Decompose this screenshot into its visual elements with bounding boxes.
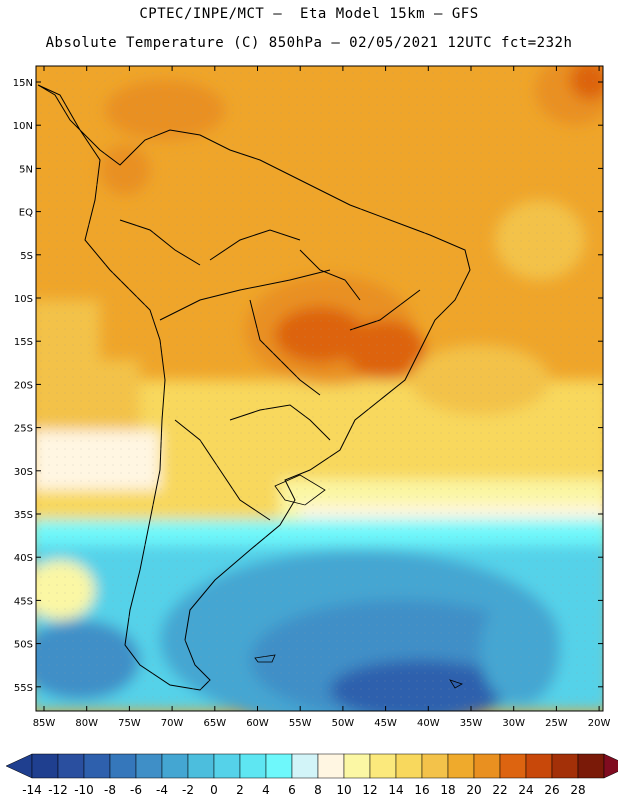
legend-label: 14 bbox=[388, 783, 403, 797]
legend-swatch bbox=[239, 753, 267, 779]
legend-swatch bbox=[369, 753, 397, 779]
legend-arrow-low bbox=[5, 753, 33, 779]
legend-swatch bbox=[551, 753, 579, 779]
temperature-field bbox=[36, 66, 603, 711]
legend-label: 16 bbox=[414, 783, 429, 797]
lat-tick-label: 40S bbox=[14, 553, 33, 564]
legend-swatch bbox=[499, 753, 527, 779]
legend-label: -10 bbox=[74, 783, 94, 797]
lat-tick-label: 30S bbox=[14, 467, 33, 478]
lon-tick-label: 65W bbox=[203, 718, 226, 729]
lon-tick-label: 40W bbox=[417, 718, 440, 729]
legend-label: 22 bbox=[492, 783, 507, 797]
legend-swatch bbox=[395, 753, 423, 779]
legend-label: 26 bbox=[544, 783, 559, 797]
legend-swatch bbox=[473, 753, 501, 779]
chart-subtitle: Absolute Temperature (C) 850hPa – 02/05/… bbox=[45, 35, 573, 51]
lat-tick-label: 35S bbox=[14, 510, 33, 521]
lat-tick-label: 50S bbox=[14, 640, 33, 651]
lon-tick-label: 50W bbox=[332, 718, 355, 729]
lat-tick-label: 5N bbox=[19, 164, 33, 175]
lon-tick-label: 80W bbox=[75, 718, 98, 729]
lat-tick-label: 15N bbox=[13, 78, 33, 89]
legend-label: 6 bbox=[288, 783, 296, 797]
legend-label: 2 bbox=[236, 783, 244, 797]
legend-label: -12 bbox=[48, 783, 68, 797]
lon-tick-label: 85W bbox=[33, 718, 56, 729]
legend-label: 18 bbox=[440, 783, 455, 797]
map-frame bbox=[35, 65, 604, 712]
legend-label: 0 bbox=[210, 783, 218, 797]
lat-tick-label: 45S bbox=[14, 596, 33, 607]
legend-label: -8 bbox=[104, 783, 116, 797]
legend-label: 4 bbox=[262, 783, 270, 797]
lon-tick-label: 20W bbox=[588, 718, 611, 729]
latitude-axis: 15N 10N 5N EQ 5S 10S 15S 20S 25S 30S 35S 40S 45S 50S 5… bbox=[13, 78, 603, 694]
lat-tick-label: 20S bbox=[14, 380, 33, 391]
legend-label: 20 bbox=[466, 783, 481, 797]
legend-swatch bbox=[291, 753, 319, 779]
lat-tick-label: 10S bbox=[14, 294, 33, 305]
chart-title: CPTEC/INPE/MCT – Eta Model 15km – GFS bbox=[139, 6, 479, 22]
legend-swatch bbox=[317, 753, 345, 779]
lat-tick-label: 15S bbox=[14, 337, 33, 348]
legend-swatch bbox=[187, 753, 215, 779]
legend-label: -2 bbox=[182, 783, 194, 797]
lon-tick-label: 45W bbox=[374, 718, 397, 729]
legend-label: 28 bbox=[570, 783, 585, 797]
lon-tick-label: 55W bbox=[289, 718, 312, 729]
legend-arrow-high bbox=[603, 753, 618, 779]
lat-tick-label: 5S bbox=[20, 251, 33, 262]
longitude-axis: 85W 80W 75W 70W 65W 60W 55W 50W 45W 40W 35W 30W 25W 2… bbox=[33, 66, 611, 729]
legend-swatch bbox=[421, 753, 449, 779]
legend-swatch bbox=[213, 753, 241, 779]
lon-tick-label: 60W bbox=[246, 718, 269, 729]
lat-tick-label: EQ bbox=[19, 208, 33, 219]
legend-swatch bbox=[265, 753, 293, 779]
graticule-dots bbox=[36, 66, 603, 711]
legend-swatch bbox=[109, 753, 137, 779]
legend-label: 12 bbox=[362, 783, 377, 797]
legend-swatch bbox=[577, 753, 605, 779]
legend-label: -6 bbox=[130, 783, 142, 797]
lon-tick-label: 25W bbox=[545, 718, 568, 729]
lon-tick-label: 30W bbox=[502, 718, 525, 729]
legend-label: -4 bbox=[156, 783, 168, 797]
lat-tick-label: 10N bbox=[13, 121, 33, 132]
lon-tick-label: 70W bbox=[161, 718, 184, 729]
legend-label: -14 bbox=[22, 783, 42, 797]
legend-swatch bbox=[31, 753, 59, 779]
lat-tick-label: 25S bbox=[14, 424, 33, 435]
lon-tick-label: 35W bbox=[460, 718, 483, 729]
lat-tick-label: 55S bbox=[14, 683, 33, 694]
legend-swatch bbox=[161, 753, 189, 779]
legend-swatch bbox=[57, 753, 85, 779]
legend-label: 8 bbox=[314, 783, 322, 797]
lon-tick-label: 75W bbox=[118, 718, 141, 729]
legend-swatch bbox=[525, 753, 553, 779]
legend-label: 24 bbox=[518, 783, 533, 797]
legend-swatch bbox=[135, 753, 163, 779]
legend-swatch bbox=[343, 753, 371, 779]
legend-label: 10 bbox=[336, 783, 351, 797]
legend-swatch bbox=[83, 753, 111, 779]
legend-swatch bbox=[447, 753, 475, 779]
